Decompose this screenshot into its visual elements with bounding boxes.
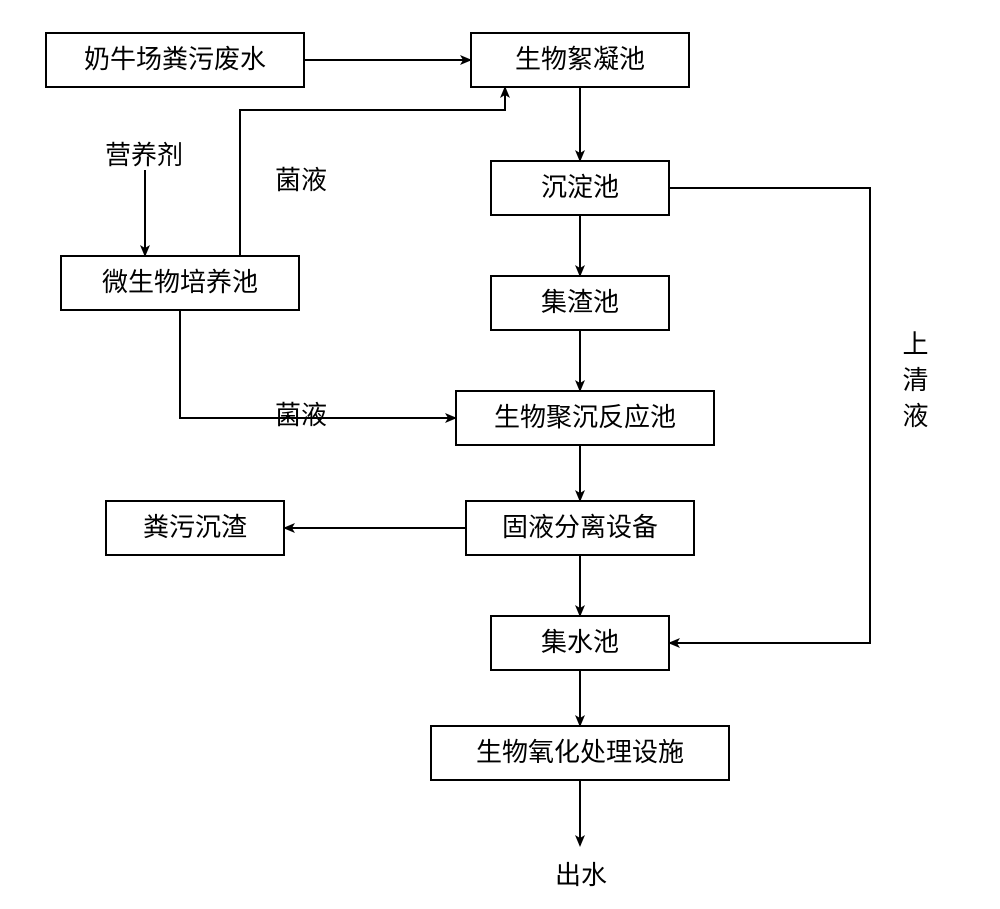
label-outflow: 出水 — [555, 855, 607, 892]
box-culture: 微生物培养池 — [60, 255, 300, 311]
box-biooxid: 生物氧化处理设施 — [430, 725, 730, 781]
box-sediment: 沉淀池 — [490, 160, 670, 216]
label-bact2: 菌液 — [275, 395, 327, 432]
box-input: 奶牛场粪污废水 — [45, 32, 305, 88]
box-sludge: 粪污沉渣 — [105, 500, 285, 556]
box-slag: 集渣池 — [490, 275, 670, 331]
label-bact1: 菌液 — [275, 160, 327, 197]
box-separator: 固液分离设备 — [465, 500, 695, 556]
diagram-canvas: 奶牛场粪污废水 生物絮凝池沉淀池微生物培养池 集渣池生物聚沉反应池粪污沉渣 固液分离设… — [0, 0, 1000, 909]
box-waterpool: 集水池 — [490, 615, 670, 671]
label-nutrient: 营养剂 — [105, 135, 183, 172]
box-floc: 生物絮凝池 — [470, 32, 690, 88]
box-biosed: 生物聚沉反应池 — [455, 390, 715, 446]
label-supernat: 上清液 — [895, 330, 932, 438]
